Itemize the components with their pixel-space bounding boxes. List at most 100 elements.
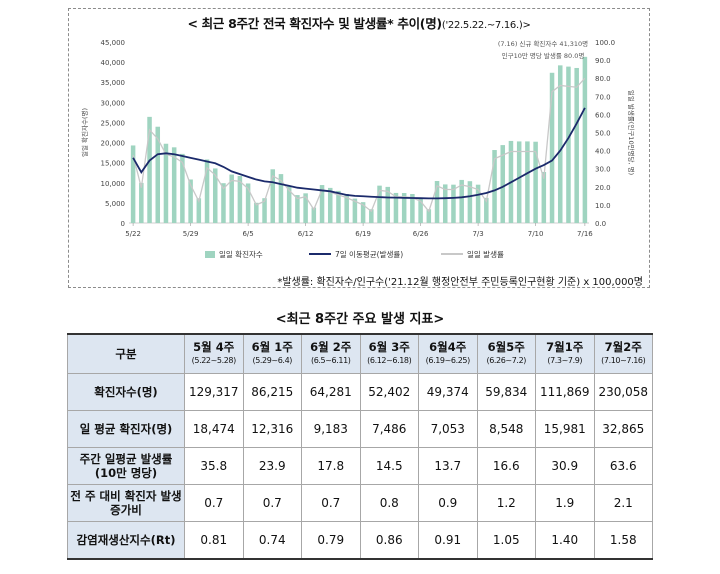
y-tick-label: 0 <box>121 220 125 228</box>
table-cell: 59,834 <box>476 373 536 411</box>
table-row: 일 평균 확진자(명) 18,474 12,316 9,183 7,486 7,… <box>67 410 653 448</box>
y-tick-label: 25,000 <box>101 119 126 127</box>
chart-panel: < 최근 8주간 전국 확진자수 및 발생률* 추이(명)('22.5.22.~… <box>68 8 650 288</box>
bar <box>336 190 341 223</box>
row-header: 주간 일평균 발생률(10만 명당) <box>67 447 185 485</box>
bar <box>196 198 202 223</box>
bar <box>130 145 136 223</box>
bar <box>451 184 456 223</box>
bar <box>557 65 563 223</box>
bar <box>204 159 210 223</box>
x-tick-label: 5/29 <box>183 230 199 238</box>
table-cell: 0.86 <box>359 521 419 559</box>
bar <box>278 174 284 223</box>
bar <box>385 186 391 223</box>
table-cell: 8,548 <box>476 410 536 448</box>
table-cell: 13.7 <box>418 447 478 485</box>
x-tick-label: 7/10 <box>528 230 544 238</box>
table-cell: 0.91 <box>418 521 478 559</box>
bar <box>459 179 464 223</box>
y2-tick-label: 0.0 <box>595 220 606 228</box>
bar <box>533 141 538 223</box>
bar <box>500 145 506 223</box>
y2-tick-label: 60.0 <box>595 111 611 119</box>
bar <box>212 168 218 223</box>
bar <box>245 183 251 223</box>
bar <box>418 197 423 223</box>
bar <box>303 193 308 223</box>
table-cell: 52,402 <box>359 373 419 411</box>
column-range: (6.19~6.25) <box>425 356 471 365</box>
table-cell: 14.5 <box>359 447 419 485</box>
y2-tick-label: 50.0 <box>595 130 611 138</box>
bar <box>467 181 473 223</box>
table-cell: 230,058 <box>593 373 653 411</box>
chart-title: < 최근 8주간 전국 확진자수 및 발생률* 추이(명)('22.5.22.~… <box>69 13 649 32</box>
y2-tick-label: 30.0 <box>595 166 611 174</box>
bar <box>286 185 292 223</box>
column-header: 7월2주 (7.10~7.16) <box>593 333 653 374</box>
bar <box>295 195 300 223</box>
column-header: 6월 1주 (5.29~6.4) <box>242 333 302 374</box>
bar <box>516 141 522 223</box>
bar <box>574 67 579 223</box>
table-cell: 0.79 <box>301 521 361 559</box>
column-range: (5.29~6.4) <box>252 356 293 365</box>
bar <box>582 56 588 224</box>
legend-label-rate: 일일 발생률 <box>467 249 504 259</box>
table-header-row: 구분 5월 4주 (5.22~5.28) 6월 1주 (5.29~6.4) 6월 2… <box>67 333 653 374</box>
table-cell: 12,316 <box>242 410 302 448</box>
column-range: (7.3~7.9) <box>547 356 583 365</box>
rate-line <box>132 77 586 213</box>
column-header: 6월4주 (6.19~6.25) <box>418 333 478 374</box>
y-tick-label: 10,000 <box>101 180 126 188</box>
bar <box>188 179 193 223</box>
column-header: 5월 4주 (5.22~5.28) <box>184 333 244 374</box>
column-label: 7월2주 <box>604 340 642 354</box>
column-label: 6월 2주 <box>310 340 352 354</box>
bar <box>237 175 243 223</box>
bar <box>541 172 547 223</box>
row-header: 일 평균 확진자(명) <box>67 410 185 448</box>
indicator-table: 구분 5월 4주 (5.22~5.28) 6월 1주 (5.29~6.4) 6월 2… <box>67 333 653 560</box>
column-label: 7월1주 <box>546 340 584 354</box>
bar <box>401 193 407 223</box>
table-cell: 1.58 <box>593 521 653 559</box>
bar <box>262 198 267 223</box>
x-tick-label: 5/22 <box>125 230 141 238</box>
table-cell: 0.74 <box>242 521 302 559</box>
column-header: 7월1주 (7.3~7.9) <box>535 333 595 374</box>
column-label: 5월 4주 <box>193 340 235 354</box>
table-cell: 1.05 <box>476 521 536 559</box>
bar <box>139 182 144 223</box>
bar <box>319 185 325 223</box>
y-tick-label: 15,000 <box>101 160 126 168</box>
table-cell: 64,281 <box>301 373 361 411</box>
bar <box>221 183 226 223</box>
y2-tick-label: 90.0 <box>595 57 611 65</box>
row-header: 감염재생산지수(Rt) <box>67 521 185 559</box>
x-tick-label: 6/12 <box>298 230 314 238</box>
column-label: 6월5주 <box>487 340 525 354</box>
table-cell: 86,215 <box>242 373 302 411</box>
bar <box>549 72 555 223</box>
table-cell: 18,474 <box>184 410 244 448</box>
x-tick-label: 7/16 <box>577 230 593 238</box>
column-label: 6월4주 <box>429 340 467 354</box>
table-cell: 111,869 <box>535 373 595 411</box>
x-tick-label: 7/3 <box>472 230 483 238</box>
table-cell: 17.8 <box>301 447 361 485</box>
moving-average-line <box>132 107 586 200</box>
corner-header: 구분 <box>67 333 185 374</box>
legend-label-ma: 7일 이동평균(발생률) <box>335 249 403 259</box>
bar <box>163 143 169 223</box>
y-axis-title: 일일 확진자수(명) <box>80 108 89 157</box>
y-tick-label: 35,000 <box>101 79 126 87</box>
y-tick-label: 40,000 <box>101 59 126 67</box>
table-cell: 0.8 <box>359 484 419 522</box>
bar <box>393 192 399 223</box>
y-tick-label: 45,000 <box>101 39 126 47</box>
bar <box>229 174 234 223</box>
table-section-title: <최근 8주간 주요 발생 지표> <box>275 312 445 327</box>
bar <box>492 150 497 223</box>
